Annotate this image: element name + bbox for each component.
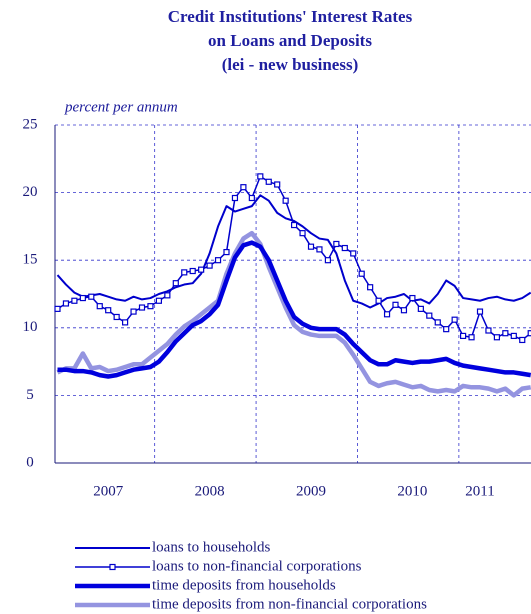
- marker: [485, 327, 492, 334]
- x-tick-label: 2008: [195, 483, 225, 499]
- legend-label: loans to non-financial corporations: [152, 558, 362, 574]
- chart-title: Credit Institutions' Interest Rates: [168, 7, 413, 26]
- marker: [400, 307, 408, 314]
- marker: [476, 308, 484, 315]
- marker: [350, 250, 357, 257]
- marker: [443, 326, 450, 333]
- x-tick-label: 2009: [296, 483, 326, 499]
- marker: [54, 305, 61, 312]
- y-tick-label: 0: [26, 454, 34, 470]
- marker: [172, 280, 179, 287]
- marker: [265, 178, 272, 185]
- y-tick-label: 15: [23, 252, 38, 268]
- marker: [88, 293, 95, 300]
- x-tick-label: 2010: [397, 483, 427, 499]
- marker: [147, 303, 154, 310]
- marker: [426, 312, 433, 319]
- marker: [130, 308, 137, 315]
- y-tick-label: 10: [23, 319, 38, 335]
- y-tick-label: 25: [23, 116, 38, 132]
- chart-title: on Loans and Deposits: [208, 31, 372, 50]
- marker: [358, 270, 365, 277]
- marker: [510, 332, 517, 340]
- y-tick-label: 5: [26, 387, 34, 403]
- marker: [316, 246, 323, 253]
- marker: [367, 284, 374, 291]
- series-line: [56, 230, 531, 398]
- marker: [71, 297, 78, 304]
- marker: [434, 319, 441, 326]
- marker: [392, 301, 399, 308]
- marker: [248, 194, 255, 202]
- marker: [113, 313, 120, 321]
- marker: [105, 307, 112, 314]
- marker: [62, 300, 70, 307]
- marker: [341, 244, 348, 252]
- marker: [375, 297, 382, 304]
- y-tick-label: 20: [23, 184, 38, 200]
- y-axis-label: percent per annum: [64, 99, 178, 115]
- marker: [79, 294, 86, 302]
- marker: [206, 262, 213, 269]
- legend-label: loans to households: [152, 539, 270, 555]
- x-tick-label: 2007: [93, 483, 124, 499]
- marker: [519, 336, 526, 344]
- marker: [231, 194, 239, 202]
- marker: [214, 257, 222, 264]
- series-line: [57, 240, 531, 379]
- marker: [138, 304, 146, 311]
- marker: [257, 173, 264, 180]
- marker: [451, 316, 458, 323]
- marker: [96, 303, 103, 310]
- marker: [181, 269, 188, 276]
- marker: [274, 181, 281, 188]
- marker: [324, 257, 331, 264]
- marker: [189, 267, 196, 275]
- marker: [223, 248, 230, 256]
- series-line: [56, 194, 531, 309]
- marker: [493, 334, 500, 341]
- marker: [333, 240, 340, 248]
- marker: [240, 184, 247, 191]
- marker: [383, 311, 391, 318]
- marker: [468, 334, 475, 341]
- marker: [121, 319, 129, 326]
- x-tick-label: 2011: [465, 483, 494, 499]
- marker: [417, 305, 424, 312]
- marker: [299, 230, 306, 237]
- marker: [460, 332, 467, 340]
- marker: [198, 266, 205, 273]
- marker: [164, 292, 171, 299]
- marker: [282, 197, 289, 204]
- legend-label: time deposits from households: [152, 577, 336, 593]
- legend-label: time deposits from non-financial corpora…: [152, 596, 427, 612]
- marker: [409, 294, 416, 302]
- marker: [155, 297, 162, 304]
- marker: [307, 243, 315, 250]
- chart-title: (lei - new business): [222, 55, 358, 74]
- marker: [291, 221, 298, 229]
- legend-marker: [109, 563, 116, 571]
- marker: [502, 330, 509, 337]
